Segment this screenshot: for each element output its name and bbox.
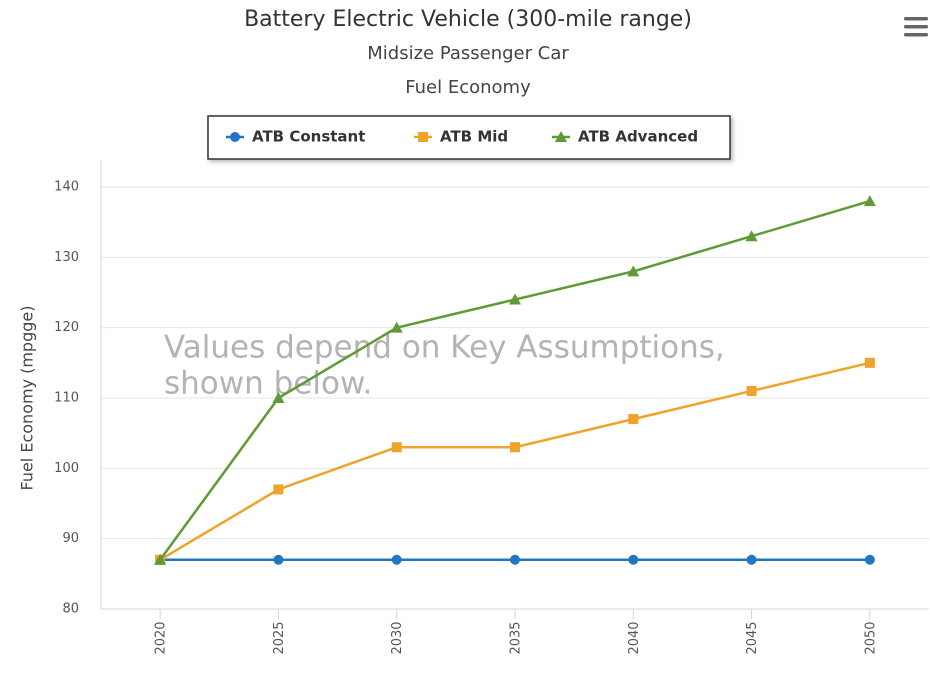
y-axis-label: Fuel Economy (mpgge) (18, 306, 37, 491)
data-point (864, 554, 875, 565)
legend-marker (230, 132, 240, 142)
data-point (509, 293, 521, 305)
legend-label: ATB Constant (252, 128, 365, 146)
x-tick-label: 2025 (272, 621, 287, 654)
chart-subtitle: Fuel Economy (405, 77, 531, 98)
data-point (273, 554, 284, 565)
annotation: Values depend on Key Assumptions, (164, 330, 725, 366)
data-point (391, 442, 402, 453)
legend-label: ATB Advanced (578, 128, 698, 146)
data-point (510, 442, 520, 453)
y-tick-label: 120 (54, 320, 79, 335)
legend-marker (555, 131, 567, 142)
annotation: shown below. (164, 366, 372, 402)
data-point (273, 484, 284, 495)
y-tick-label: 110 (54, 391, 79, 406)
x-tick-label: 2050 (863, 621, 878, 654)
y-tick-label: 80 (62, 602, 79, 617)
x-tick-label: 2020 (154, 621, 169, 654)
legend-marker (418, 132, 428, 142)
chart-subtitle: Midsize Passenger Car (367, 43, 569, 64)
x-tick-label: 2040 (627, 621, 642, 654)
x-tick-label: 2030 (390, 621, 405, 654)
data-point (154, 553, 167, 565)
data-point (864, 357, 875, 368)
data-point (745, 230, 758, 242)
x-tick-label: 2035 (509, 621, 524, 654)
x-tick-label: 2045 (745, 621, 760, 654)
menu-button[interactable] (904, 17, 928, 37)
data-point (391, 554, 402, 565)
y-tick-label: 100 (54, 461, 79, 476)
data-point (746, 385, 757, 396)
y-tick-label: 130 (54, 250, 79, 265)
data-point (510, 554, 520, 565)
data-point (390, 321, 403, 333)
data-point (628, 414, 639, 425)
menu-bar[interactable] (904, 25, 928, 29)
chart-title: Battery Electric Vehicle (300-mile range… (244, 7, 692, 32)
y-tick-label: 90 (62, 531, 79, 546)
data-point (746, 554, 757, 565)
data-point (272, 392, 285, 403)
menu-bar[interactable] (904, 17, 928, 21)
legend-box (207, 115, 731, 160)
data-point (628, 554, 639, 565)
y-tick-label: 140 (54, 180, 79, 195)
menu-bar[interactable] (904, 33, 928, 37)
legend-label: ATB Mid (440, 128, 508, 146)
data-point (627, 265, 640, 277)
data-point (863, 195, 876, 207)
